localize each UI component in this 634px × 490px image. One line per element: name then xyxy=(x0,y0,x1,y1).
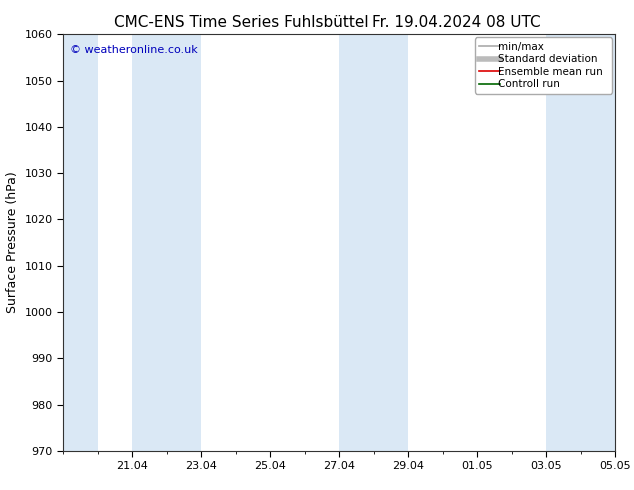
Bar xyxy=(339,34,408,451)
Bar xyxy=(63,34,98,451)
Legend: min/max, Standard deviation, Ensemble mean run, Controll run: min/max, Standard deviation, Ensemble me… xyxy=(475,37,612,94)
Text: Fr. 19.04.2024 08 UTC: Fr. 19.04.2024 08 UTC xyxy=(372,15,541,30)
Text: CMC-ENS Time Series Fuhlsbüttel: CMC-ENS Time Series Fuhlsbüttel xyxy=(113,15,368,30)
Bar xyxy=(133,34,202,451)
Bar xyxy=(546,34,615,451)
Y-axis label: Surface Pressure (hPa): Surface Pressure (hPa) xyxy=(6,172,19,314)
Text: © weatheronline.co.uk: © weatheronline.co.uk xyxy=(70,45,198,55)
